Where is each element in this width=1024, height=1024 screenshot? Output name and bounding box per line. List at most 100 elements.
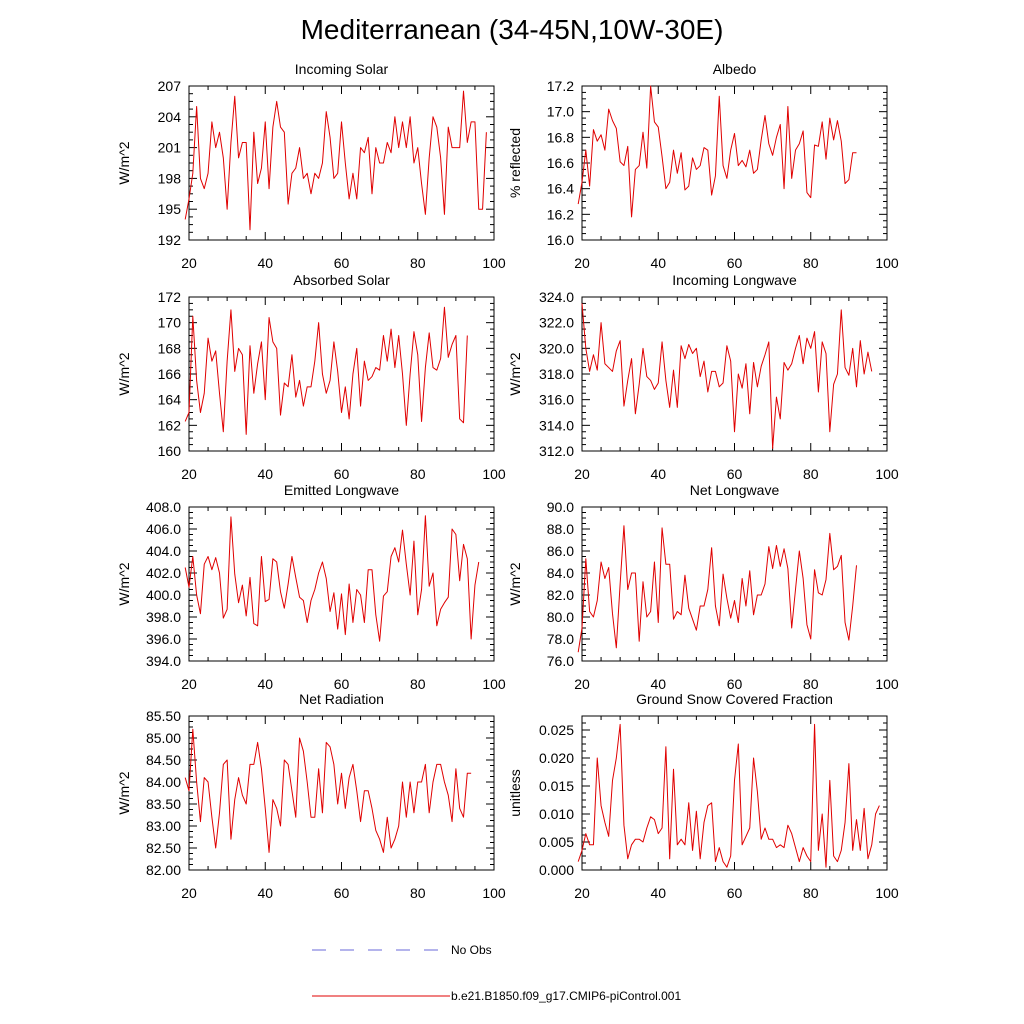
x-tick-label: 40 [650, 885, 666, 901]
y-tick-label: 324.0 [539, 289, 574, 305]
y-tick-label: 16.0 [547, 232, 574, 248]
x-tick-label: 40 [257, 255, 273, 271]
x-tick-label: 100 [875, 885, 899, 901]
legend-obs-label: No Obs [451, 943, 492, 957]
x-tick-label: 20 [181, 255, 197, 271]
panel-incoming-longwave: Incoming Longwave 20 40 60 80 100 312.0 314.0 31… [507, 272, 899, 482]
series-line-absorbed-solar [184, 306, 468, 435]
y-axis-label-incoming-longwave: W/m^2 [507, 352, 523, 395]
y-tick-label: 85.50 [146, 708, 181, 724]
y-tick-label: 78.0 [547, 631, 574, 647]
y-tick-label: 408.0 [146, 499, 181, 515]
x-tick-label: 60 [334, 676, 350, 692]
x-tick-label: 60 [727, 885, 743, 901]
y-tick-label: 402.0 [146, 565, 181, 581]
y-tick-label: 0.010 [539, 806, 574, 822]
y-tick-label: 84.0 [547, 565, 574, 581]
panel-net-longwave: Net Longwave 20 40 60 80 100 76.0 78.0 80.0 82.0 8… [507, 482, 899, 692]
y-tick-label: 83.00 [146, 818, 181, 834]
panel-title-incoming-solar: Incoming Solar [295, 61, 389, 77]
panel-title-net-radiation: Net Radiation [299, 691, 384, 707]
x-tick-label: 20 [181, 885, 197, 901]
y-tick-label: 0.025 [539, 722, 574, 738]
panel-title-ground-snow-covered-fraction: Ground Snow Covered Fraction [636, 691, 833, 707]
y-tick-label: 16.4 [547, 181, 574, 197]
x-tick-label: 80 [410, 676, 426, 692]
legend-model-label: b.e21.B1850.f09_g17.CMIP6-piControl.001 [451, 989, 681, 1003]
y-tick-label: 396.0 [146, 631, 181, 647]
y-tick-label: 90.0 [547, 499, 574, 515]
y-tick-label: 316.0 [539, 392, 574, 408]
y-tick-label: 16.2 [547, 206, 574, 222]
y-axis-label-emitted-longwave: W/m^2 [116, 562, 132, 605]
panel-title-emitted-longwave: Emitted Longwave [284, 482, 399, 498]
y-tick-label: 0.015 [539, 778, 574, 794]
x-tick-label: 20 [181, 676, 197, 692]
y-tick-label: 166 [158, 366, 182, 382]
y-tick-label: 204 [158, 109, 182, 125]
y-tick-label: 82.50 [146, 840, 181, 856]
y-tick-label: 0.020 [539, 750, 574, 766]
series-line-albedo [577, 85, 857, 218]
series-line-net-longwave [577, 525, 857, 653]
y-tick-label: 400.0 [146, 587, 181, 603]
panel-ground-snow-covered-fraction: Ground Snow Covered Fraction 20 40 60 80 100 0… [507, 691, 899, 901]
y-tick-label: 404.0 [146, 543, 181, 559]
y-tick-label: 398.0 [146, 609, 181, 625]
x-tick-label: 100 [482, 466, 506, 482]
y-tick-label: 80.0 [547, 609, 574, 625]
panel-albedo: Albedo 20 40 60 80 100 16.0 16.2 16.4 16.6 16.8 17.… [507, 61, 899, 271]
x-tick-label: 80 [803, 676, 819, 692]
x-tick-label: 100 [875, 466, 899, 482]
x-tick-label: 60 [334, 466, 350, 482]
y-tick-label: 16.6 [547, 155, 574, 171]
x-tick-label: 100 [875, 676, 899, 692]
y-tick-label: 76.0 [547, 653, 574, 669]
y-tick-label: 84.00 [146, 774, 181, 790]
series-line-emitted-longwave [184, 515, 480, 642]
y-tick-label: 84.50 [146, 752, 181, 768]
y-tick-label: 192 [158, 232, 182, 248]
y-tick-label: 82.0 [547, 587, 574, 603]
x-tick-label: 40 [650, 676, 666, 692]
y-axis-label-ground-snow-covered-fraction: unitless [507, 769, 523, 816]
panel-title-absorbed-solar: Absorbed Solar [293, 272, 390, 288]
x-tick-label: 80 [410, 255, 426, 271]
y-tick-label: 172 [158, 289, 182, 305]
y-tick-label: 17.0 [547, 104, 574, 120]
x-tick-label: 60 [334, 255, 350, 271]
x-tick-label: 60 [727, 466, 743, 482]
x-tick-label: 100 [482, 255, 506, 271]
x-tick-label: 80 [410, 466, 426, 482]
y-tick-label: 314.0 [539, 417, 574, 433]
series-line-incoming-longwave [581, 303, 873, 449]
x-tick-label: 40 [650, 255, 666, 271]
y-axis-label-net-radiation: W/m^2 [116, 771, 132, 814]
y-tick-label: 320.0 [539, 340, 574, 356]
panel-title-albedo: Albedo [713, 61, 757, 77]
x-tick-label: 20 [181, 466, 197, 482]
x-tick-label: 20 [574, 466, 590, 482]
panel-net-radiation: Net Radiation 20 40 60 80 100 82.00 82.50 83.00 8… [116, 691, 506, 901]
y-axis-label-net-longwave: W/m^2 [507, 562, 523, 605]
y-tick-label: 322.0 [539, 315, 574, 331]
y-tick-label: 318.0 [539, 366, 574, 382]
x-tick-label: 40 [257, 676, 273, 692]
x-tick-label: 80 [803, 255, 819, 271]
y-tick-label: 406.0 [146, 521, 181, 537]
x-tick-label: 60 [334, 885, 350, 901]
y-tick-label: 394.0 [146, 653, 181, 669]
panel-title-net-longwave: Net Longwave [690, 482, 780, 498]
y-axis-label-albedo: % reflected [507, 128, 523, 198]
y-tick-label: 207 [158, 78, 182, 94]
y-tick-label: 88.0 [547, 521, 574, 537]
y-tick-label: 312.0 [539, 443, 574, 459]
y-tick-label: 16.8 [547, 129, 574, 145]
x-tick-label: 40 [257, 885, 273, 901]
x-tick-label: 80 [410, 885, 426, 901]
y-tick-label: 0.000 [539, 862, 574, 878]
y-tick-label: 195 [158, 201, 182, 217]
x-tick-label: 80 [803, 885, 819, 901]
y-tick-label: 85.00 [146, 730, 181, 746]
